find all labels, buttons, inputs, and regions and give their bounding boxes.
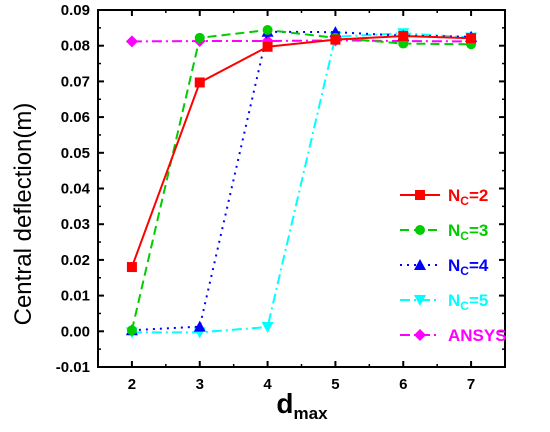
legend-entry: NC=5 bbox=[400, 291, 488, 313]
legend-label: NC=4 bbox=[448, 256, 489, 278]
y-tick-label: 0.02 bbox=[61, 252, 90, 269]
axes: -0.01 0.00 0.01 0.02 0.03 0.04 0.05 0.06 0.07 0.0… bbox=[56, 2, 506, 393]
series-line bbox=[131, 39, 472, 43]
x-tick-label: 2 bbox=[128, 376, 136, 393]
y-tick-label: 0.06 bbox=[61, 109, 90, 126]
series-line bbox=[130, 35, 472, 268]
legend: NC=2 NC=3 NC=4 NC=5 ANSYS bbox=[400, 186, 507, 345]
data-point bbox=[466, 33, 477, 44]
series-n-2 bbox=[126, 31, 477, 273]
y-axis-title: Central deflection(m) bbox=[10, 103, 37, 326]
x-tick-label: 4 bbox=[263, 376, 272, 393]
legend-entry: NC=2 bbox=[400, 186, 488, 208]
legend-label: NC=2 bbox=[448, 186, 488, 208]
legend-entry: NC=4 bbox=[400, 256, 489, 278]
plot-area bbox=[125, 24, 478, 339]
legend-marker bbox=[415, 190, 425, 200]
x-axis-title: dmax bbox=[276, 388, 328, 423]
legend-entry: ANSYS bbox=[400, 326, 507, 345]
data-point bbox=[262, 41, 273, 52]
legend-label: ANSYS bbox=[448, 326, 507, 345]
y-tick-label: -0.01 bbox=[56, 359, 90, 376]
legend-marker bbox=[414, 295, 426, 306]
data-point bbox=[193, 320, 206, 332]
legend-label: NC=3 bbox=[448, 221, 488, 243]
x-tick-label: 3 bbox=[196, 376, 204, 393]
data-point bbox=[194, 77, 205, 88]
series-line bbox=[131, 32, 472, 334]
y-tick-label: 0.09 bbox=[61, 2, 90, 19]
y-tick-label: 0.01 bbox=[61, 288, 90, 305]
data-point bbox=[126, 325, 137, 336]
y-tick-label: 0.07 bbox=[61, 73, 90, 90]
series-line bbox=[131, 30, 472, 332]
y-tick-label: 0.04 bbox=[61, 181, 91, 198]
legend-label: NC=5 bbox=[448, 291, 488, 313]
legend-entry: NC=3 bbox=[400, 221, 488, 243]
x-tick-label: 6 bbox=[399, 376, 407, 393]
y-tick-label: 0.08 bbox=[61, 38, 90, 55]
legend-marker bbox=[414, 259, 426, 270]
legend-marker bbox=[414, 329, 426, 341]
data-point bbox=[262, 24, 273, 35]
data-point bbox=[194, 32, 205, 43]
y-tick-label: 0.03 bbox=[61, 216, 90, 233]
x-tick-label: 5 bbox=[331, 376, 339, 393]
data-point bbox=[261, 322, 274, 334]
data-point bbox=[126, 262, 137, 273]
y-tick-label: 0.05 bbox=[61, 145, 90, 162]
data-point bbox=[330, 34, 341, 45]
legend-marker bbox=[415, 225, 425, 235]
data-point bbox=[398, 31, 409, 42]
y-tick-label: 0.00 bbox=[61, 323, 90, 340]
x-tick-label: 7 bbox=[467, 376, 475, 393]
data-point bbox=[125, 35, 138, 48]
